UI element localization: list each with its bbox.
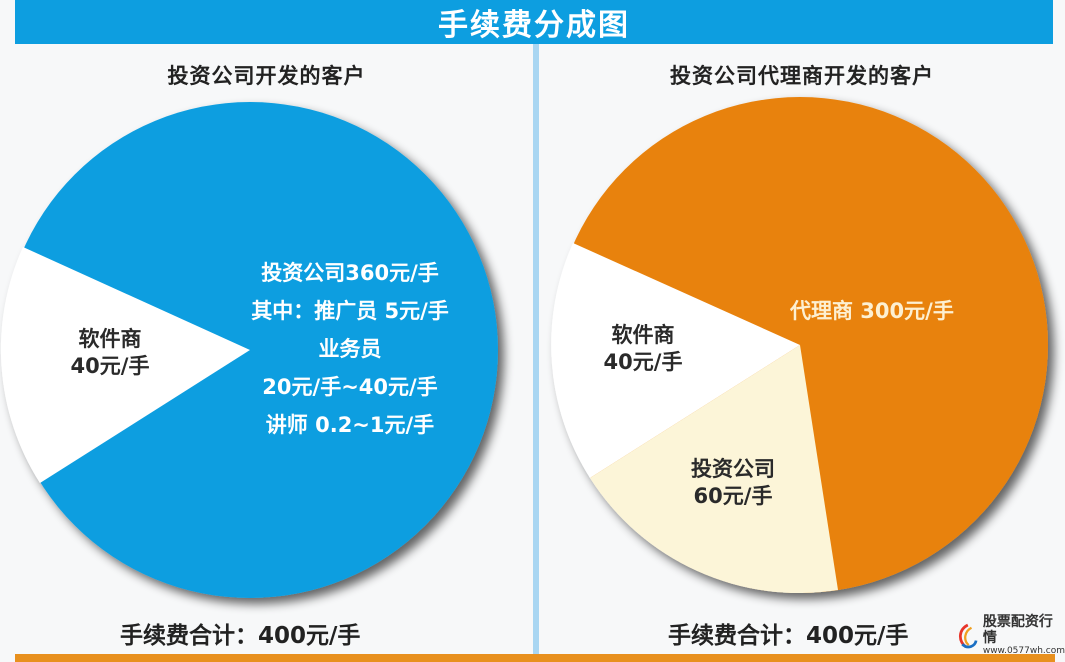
left-total: 手续费合计：400元/手 (120, 623, 361, 649)
bottom-accent-bar (15, 654, 1055, 662)
left-software-name: 软件商 (78, 327, 142, 351)
panel-divider (533, 44, 539, 656)
left-pie (0, 102, 498, 598)
left-company-line: 讲师 0.2~1元/手 (265, 413, 435, 437)
right-pie (551, 97, 1048, 594)
left-pie-slice-software (0, 247, 250, 483)
left-company-line: 其中：推广员 5元/手 (251, 299, 449, 323)
right-agent-label: 代理商 300元/手 (790, 299, 954, 323)
chart-title-bar: 手续费分成图 (15, 0, 1053, 44)
right-company-name: 投资公司 (691, 457, 775, 481)
watermark-url: www.0577wh.com (982, 646, 1065, 656)
right-total: 手续费合计：400元/手 (668, 623, 909, 649)
left-company-line: 投资公司360元/手 (261, 261, 439, 285)
left-software-label: 软件商 40元/手 (50, 326, 170, 381)
right-company-label: 投资公司 60元/手 (668, 456, 798, 511)
logo-swoosh-icon (959, 623, 978, 649)
right-pie-subtitle: 投资公司代理商开发的客户 (670, 64, 934, 88)
right-company-value: 60元/手 (693, 484, 773, 509)
left-software-value: 40元/手 (70, 354, 150, 379)
left-company-line: 20元/手~40元/手 (262, 375, 438, 399)
left-company-line: 业务员 (318, 337, 382, 361)
left-company-label: 投资公司360元/手 其中：推广员 5元/手 业务员 20元/手~40元/手 讲… (215, 254, 485, 444)
right-software-name: 软件商 (611, 323, 675, 347)
chart-title: 手续费分成图 (438, 8, 630, 43)
left-pie-subtitle: 投资公司开发的客户 (167, 64, 366, 88)
right-pie-slice-software (551, 243, 800, 478)
watermark-logo: 股票配资行情 www.0577wh.com (955, 614, 1065, 656)
watermark-name: 股票配资行情 (982, 614, 1053, 646)
right-software-label: 软件商 40元/手 (583, 322, 703, 377)
right-software-value: 40元/手 (603, 350, 683, 375)
right-pie-slice-company (590, 345, 838, 594)
